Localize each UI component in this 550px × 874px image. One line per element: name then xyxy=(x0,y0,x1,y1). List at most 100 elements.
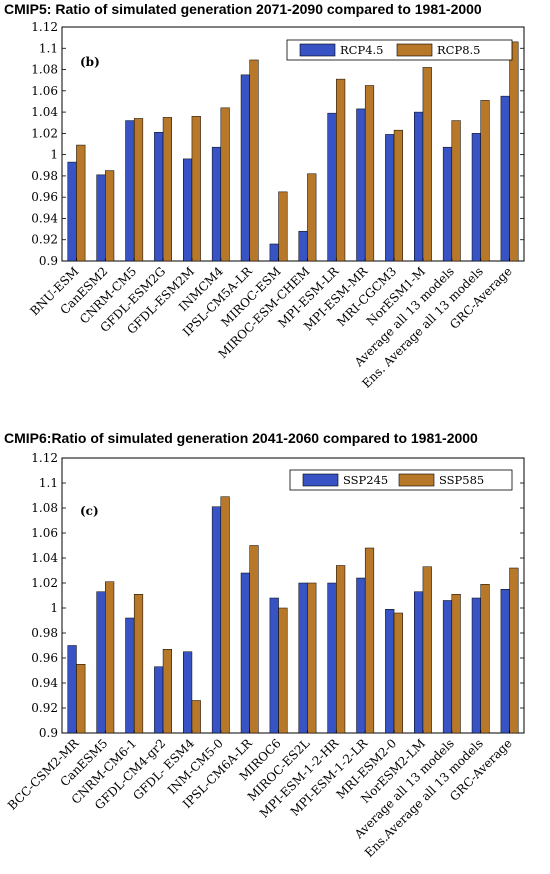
bar-rcp4-5-cnrm-cm5 xyxy=(125,120,135,262)
bar-rcp4-5-bnu-esm xyxy=(67,161,77,262)
y-tick-label: 1.12 xyxy=(31,20,58,34)
bar-ssp245-inm-cm5-0 xyxy=(211,506,222,734)
y-tick-label: 1.1 xyxy=(39,476,58,490)
y-tick-label: 1.08 xyxy=(31,63,58,77)
bar-rcp4-5-ens-average-all-13-models xyxy=(471,133,481,262)
bar-rcp4-5-mpi-esm-lr xyxy=(327,112,337,262)
bar-rcp4-5-noresm1-m xyxy=(414,111,424,262)
bar-rcp4-5-inmcm4 xyxy=(211,146,222,262)
bar-ssp585-ens-average-all-13-models xyxy=(480,584,490,734)
bar-ssp245-mri-esm2-0 xyxy=(385,609,395,734)
y-tick-label: 0.92 xyxy=(31,701,58,715)
bar-ssp585-canesm5 xyxy=(105,581,115,734)
bar-ssp245-bcc-csm2-mr xyxy=(67,645,77,734)
bar-ssp245-gfdl-esm4 xyxy=(183,651,193,734)
bar-ssp245-average-all-13-models xyxy=(442,600,453,734)
y-tick-label: 1.06 xyxy=(31,526,58,540)
bar-ssp245-gfdl-cm4-gr2 xyxy=(154,666,164,734)
panel-label-b: (b) xyxy=(80,55,100,69)
bar-rcp4-5-average-all-13-models xyxy=(442,146,453,262)
bar-rcp4-5-miroc-esm xyxy=(269,243,279,262)
bar-ssp245-mpi-esm-1-2-lr xyxy=(356,577,366,734)
bar-rcp8-5-bnu-esm xyxy=(76,144,86,262)
bar-rcp8-5-mpi-esm-lr xyxy=(336,78,346,262)
bar-ssp245-miroc6 xyxy=(269,597,279,734)
bar-rcp8-5-noresm1-m xyxy=(422,67,432,262)
bar-ssp585-mri-esm2-0 xyxy=(393,612,403,734)
bar-ssp245-noresm2-lm xyxy=(414,591,424,734)
bar-rcp8-5-cnrm-cm5 xyxy=(133,118,144,262)
y-tick-label: 0.98 xyxy=(31,626,58,640)
bar-rcp8-5-ipsl-cm5a-lr xyxy=(249,59,259,262)
chart-panel-cmip6: CMIP6:Ratio of simulated generation 2041… xyxy=(4,430,525,860)
legend-cmip5: RCP4.5 RCP8.5 xyxy=(286,39,513,61)
y-tick-label: 1.04 xyxy=(31,551,58,565)
y-tick-label: 0.96 xyxy=(31,190,58,204)
legend-label-ssp585: SSP585 xyxy=(439,473,484,487)
y-tick-label: 0.94 xyxy=(31,676,58,690)
bar-rcp4-5-ipsl-cm5a-lr xyxy=(240,74,250,262)
y-tick-label: 1 xyxy=(50,601,58,615)
chart-title-cmip5: CMIP5: Ratio of simulated generation 207… xyxy=(4,1,482,17)
bar-ssp245-canesm5 xyxy=(96,591,106,734)
bar-ssp245-ens-average-all-13-models xyxy=(471,597,481,734)
legend-cmip6: SSP245 SSP585 xyxy=(289,469,513,491)
y-tick-label: 1.1 xyxy=(39,41,58,55)
y-tick-label: 1 xyxy=(50,148,58,162)
bar-rcp8-5-miroc-esm-chem xyxy=(307,173,317,262)
legend-label-rcp45: RCP4.5 xyxy=(340,43,383,57)
y-tick-label: 1.04 xyxy=(31,105,58,119)
bar-ssp585-grc-average xyxy=(509,567,519,734)
legend-swatch-rcp85 xyxy=(396,43,433,57)
chart-panel-cmip5: CMIP5: Ratio of simulated generation 207… xyxy=(4,1,525,391)
y-tick-label: 1.06 xyxy=(31,84,58,98)
bar-ssp585-mpi-esm-1-2-hr xyxy=(336,565,346,734)
y-tick-label: 0.9 xyxy=(39,726,58,740)
bar-rcp8-5-ens-average-all-13-models xyxy=(480,100,490,262)
bar-rcp8-5-canesm2 xyxy=(105,170,115,262)
y-tick-label: 0.96 xyxy=(31,651,58,665)
y-tick-label: 0.94 xyxy=(31,212,58,226)
bar-ssp585-cnrm-cm6-1 xyxy=(133,594,144,734)
bar-rcp8-5-inmcm4 xyxy=(220,107,230,262)
bar-rcp8-5-mri-cgcm3 xyxy=(393,129,403,262)
bar-ssp585-gfdl-esm4 xyxy=(191,700,201,734)
bar-rcp4-5-mpi-esm-mr xyxy=(356,108,366,262)
bar-ssp245-miroc-es2l xyxy=(298,582,308,734)
legend-swatch-ssp585 xyxy=(398,473,435,487)
bar-ssp245-ipsl-cm6a-lr xyxy=(240,572,250,734)
y-tick-label: 0.92 xyxy=(31,233,58,247)
bar-ssp245-cnrm-cm6-1 xyxy=(125,617,135,734)
bar-rcp4-5-gfdl-esm2m xyxy=(183,158,193,262)
bar-rcp8-5-mpi-esm-mr xyxy=(364,85,375,262)
bar-ssp585-gfdl-cm4-gr2 xyxy=(162,649,172,734)
bar-ssp585-inm-cm5-0 xyxy=(220,496,230,734)
bar-rcp8-5-average-all-13-models xyxy=(451,120,461,262)
y-tick-label: 1.02 xyxy=(31,576,58,590)
bar-rcp8-5-miroc-esm xyxy=(278,191,288,262)
bar-rcp4-5-gfdl-esm2g xyxy=(154,132,164,262)
legend-label-rcp85: RCP8.5 xyxy=(437,43,480,57)
bar-rcp4-5-mri-cgcm3 xyxy=(385,134,395,262)
legend-label-ssp245: SSP245 xyxy=(343,473,388,487)
bar-ssp245-mpi-esm-1-2-hr xyxy=(327,582,337,734)
bar-ssp585-noresm2-lm xyxy=(422,566,432,734)
bar-ssp585-miroc-es2l xyxy=(307,582,317,734)
bar-rcp8-5-gfdl-esm2g xyxy=(162,117,172,262)
bar-rcp8-5-gfdl-esm2m xyxy=(191,116,201,262)
bar-ssp245-grc-average xyxy=(500,589,510,734)
chart-title-cmip6: CMIP6:Ratio of simulated generation 2041… xyxy=(4,430,478,446)
legend-swatch-rcp45 xyxy=(299,43,336,57)
bar-ssp585-average-all-13-models xyxy=(451,594,461,734)
legend-swatch-ssp245 xyxy=(302,473,339,487)
y-tick-label: 1.08 xyxy=(31,501,58,515)
y-tick-label: 0.98 xyxy=(31,169,58,183)
bar-rcp4-5-miroc-esm-chem xyxy=(298,230,308,262)
bar-ssp585-miroc6 xyxy=(278,607,288,734)
bar-ssp585-bcc-csm2-mr xyxy=(76,664,86,734)
bar-rcp4-5-canesm2 xyxy=(96,174,106,262)
y-tick-label: 1.02 xyxy=(31,126,58,140)
bar-ssp585-mpi-esm-1-2-lr xyxy=(364,547,375,734)
bar-ssp585-ipsl-cm6a-lr xyxy=(249,545,259,734)
